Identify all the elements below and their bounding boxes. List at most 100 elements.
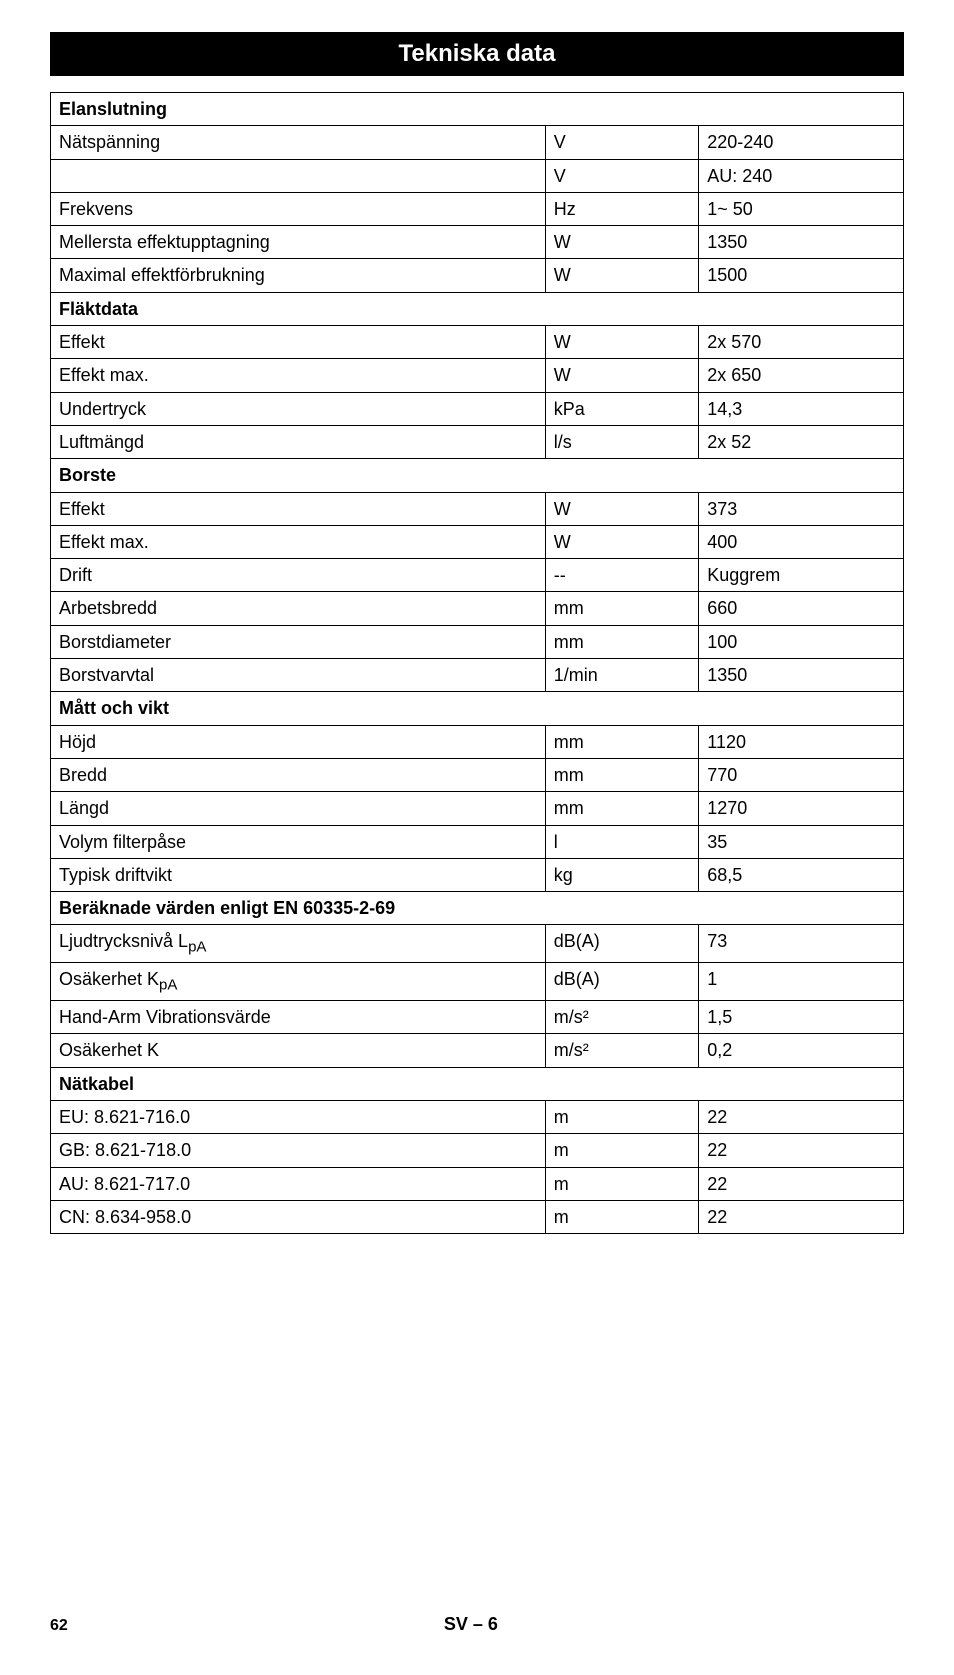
- table-row: Luftmängdl/s2x 52: [51, 425, 904, 458]
- row-label: Maximal effektförbrukning: [51, 259, 546, 292]
- section-header: Elanslutning: [51, 93, 904, 126]
- row-label: Effekt: [51, 326, 546, 359]
- row-label: GB: 8.621-718.0: [51, 1134, 546, 1167]
- row-value: 400: [699, 525, 904, 558]
- row-value: 22: [699, 1101, 904, 1134]
- row-unit: W: [545, 525, 699, 558]
- row-unit: W: [545, 259, 699, 292]
- row-value: 1120: [699, 725, 904, 758]
- row-unit: mm: [545, 592, 699, 625]
- page-footer: 62 SV – 6: [50, 1614, 904, 1635]
- section-header: Beräknade värden enligt EN 60335-2-69: [51, 892, 904, 925]
- row-unit: m: [545, 1167, 699, 1200]
- table-row: Borstdiametermm100: [51, 625, 904, 658]
- row-value: 1350: [699, 226, 904, 259]
- row-value: 373: [699, 492, 904, 525]
- row-label: Osäkerhet K: [51, 1034, 546, 1067]
- row-label: EU: 8.621-716.0: [51, 1101, 546, 1134]
- table-row: Volym filterpåsel35: [51, 825, 904, 858]
- row-value: 35: [699, 825, 904, 858]
- section-header: Fläktdata: [51, 292, 904, 325]
- row-unit: kg: [545, 858, 699, 891]
- table-row: Hand-Arm Vibrationsvärdem/s²1,5: [51, 1001, 904, 1034]
- row-label: AU: 8.621-717.0: [51, 1167, 546, 1200]
- table-row: Höjdmm1120: [51, 725, 904, 758]
- row-label: Höjd: [51, 725, 546, 758]
- row-value: 1: [699, 963, 904, 1001]
- table-row: VAU: 240: [51, 159, 904, 192]
- row-value: 68,5: [699, 858, 904, 891]
- table-row: Typisk driftviktkg68,5: [51, 858, 904, 891]
- row-unit: W: [545, 226, 699, 259]
- row-unit: V: [545, 126, 699, 159]
- row-value: 14,3: [699, 392, 904, 425]
- row-value: 0,2: [699, 1034, 904, 1067]
- table-row: CN: 8.634-958.0m22: [51, 1200, 904, 1233]
- row-unit: W: [545, 492, 699, 525]
- row-value: 22: [699, 1134, 904, 1167]
- table-row: EffektW2x 570: [51, 326, 904, 359]
- row-value: 2x 52: [699, 425, 904, 458]
- row-label: Effekt max.: [51, 525, 546, 558]
- footer-center: SV – 6: [68, 1614, 874, 1635]
- row-value: 100: [699, 625, 904, 658]
- row-unit: l: [545, 825, 699, 858]
- row-label: Osäkerhet KpA: [51, 963, 546, 1001]
- table-row: Drift--Kuggrem: [51, 559, 904, 592]
- row-unit: 1/min: [545, 659, 699, 692]
- row-unit: V: [545, 159, 699, 192]
- table-row: Mellersta effektupptagningW1350: [51, 226, 904, 259]
- row-unit: Hz: [545, 192, 699, 225]
- row-label: Borstvarvtal: [51, 659, 546, 692]
- row-value: 1350: [699, 659, 904, 692]
- row-label: Mellersta effektupptagning: [51, 226, 546, 259]
- row-unit: W: [545, 326, 699, 359]
- row-value: 1,5: [699, 1001, 904, 1034]
- row-label: Effekt: [51, 492, 546, 525]
- table-row: FrekvensHz1~ 50: [51, 192, 904, 225]
- table-row: Osäkerhet Km/s²0,2: [51, 1034, 904, 1067]
- row-value: 22: [699, 1200, 904, 1233]
- row-label: Längd: [51, 792, 546, 825]
- row-label: Bredd: [51, 758, 546, 791]
- row-label: Borstdiameter: [51, 625, 546, 658]
- section-header: Nätkabel: [51, 1067, 904, 1100]
- table-row: EffektW373: [51, 492, 904, 525]
- row-label: Undertryck: [51, 392, 546, 425]
- row-label: Luftmängd: [51, 425, 546, 458]
- row-label: Frekvens: [51, 192, 546, 225]
- row-unit: mm: [545, 758, 699, 791]
- row-value: 2x 650: [699, 359, 904, 392]
- row-label: Volym filterpåse: [51, 825, 546, 858]
- row-value: 220-240: [699, 126, 904, 159]
- row-value: 770: [699, 758, 904, 791]
- row-value: AU: 240: [699, 159, 904, 192]
- table-row: Effekt max.W400: [51, 525, 904, 558]
- row-unit: m: [545, 1134, 699, 1167]
- row-unit: m/s²: [545, 1034, 699, 1067]
- table-row: Borstvarvtal1/min1350: [51, 659, 904, 692]
- row-value: 1500: [699, 259, 904, 292]
- row-label: Arbetsbredd: [51, 592, 546, 625]
- row-unit: dB(A): [545, 963, 699, 1001]
- row-label: Drift: [51, 559, 546, 592]
- table-row: Breddmm770: [51, 758, 904, 791]
- row-unit: mm: [545, 792, 699, 825]
- row-label: Typisk driftvikt: [51, 858, 546, 891]
- row-unit: --: [545, 559, 699, 592]
- row-unit: mm: [545, 725, 699, 758]
- row-value: 1~ 50: [699, 192, 904, 225]
- page-title: Tekniska data: [50, 32, 904, 76]
- table-row: AU: 8.621-717.0m22: [51, 1167, 904, 1200]
- row-label: Hand-Arm Vibrationsvärde: [51, 1001, 546, 1034]
- table-row: Osäkerhet KpAdB(A)1: [51, 963, 904, 1001]
- row-label: Effekt max.: [51, 359, 546, 392]
- table-row: Ljudtrycksnivå LpAdB(A)73: [51, 925, 904, 963]
- row-value: 2x 570: [699, 326, 904, 359]
- row-value: 660: [699, 592, 904, 625]
- row-unit: m: [545, 1200, 699, 1233]
- row-unit: kPa: [545, 392, 699, 425]
- table-row: Effekt max.W2x 650: [51, 359, 904, 392]
- row-label: Nätspänning: [51, 126, 546, 159]
- page-number: 62: [50, 1617, 68, 1635]
